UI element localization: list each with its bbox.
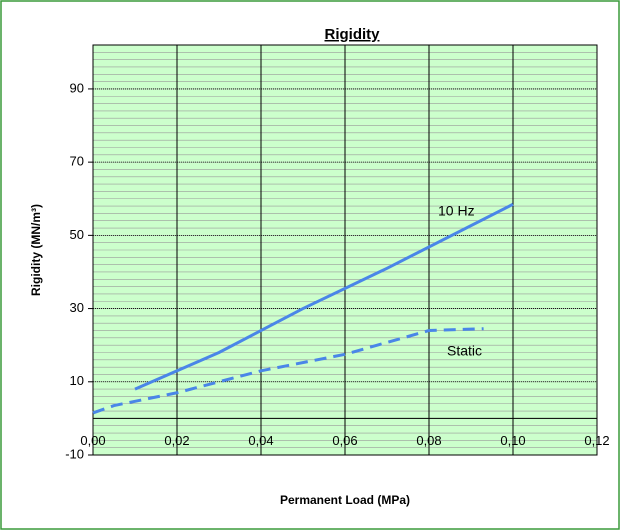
y-tick-label: 70 xyxy=(70,154,84,169)
x-tick-label: 0,06 xyxy=(332,433,357,448)
series-label: 10 Hz xyxy=(438,203,475,219)
x-tick-label: 0,04 xyxy=(248,433,273,448)
x-tick-label: 0,02 xyxy=(164,433,189,448)
y-axis-label: Rigidity (MN/m³) xyxy=(29,204,43,296)
y-tick-label: 30 xyxy=(70,300,84,315)
y-tick-label: 50 xyxy=(70,227,84,242)
series-label: Static xyxy=(447,343,482,359)
x-axis-label: Permanent Load (MPa) xyxy=(280,493,410,507)
series-line xyxy=(134,202,514,391)
series-line xyxy=(92,327,484,415)
y-tick-label: 10 xyxy=(70,373,84,388)
x-tick-label: 0,08 xyxy=(416,433,441,448)
x-tick-label: 0,12 xyxy=(584,433,609,448)
x-tick-label: 0,10 xyxy=(500,433,525,448)
y-tick-label: 90 xyxy=(70,80,84,95)
x-tick-label: 0,00 xyxy=(80,433,105,448)
y-tick-label: -10 xyxy=(65,446,84,461)
chart-title: Rigidity xyxy=(325,26,381,43)
